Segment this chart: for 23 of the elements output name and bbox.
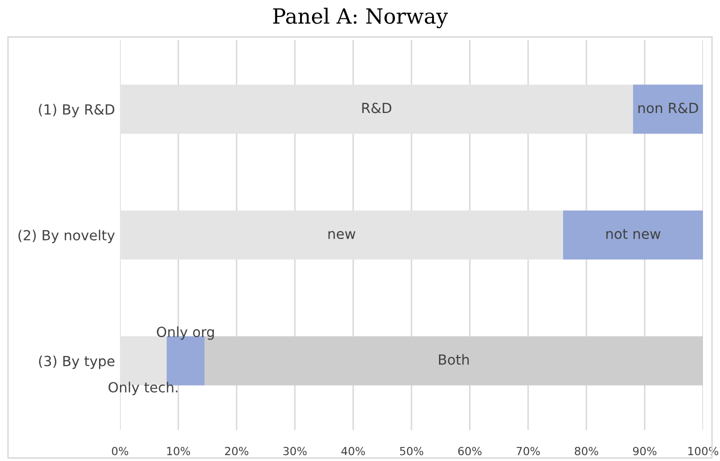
x-tick-label: 10% [167, 446, 190, 456]
data-label: not new [606, 229, 660, 240]
y-tick-label: (1) By R&D [38, 104, 114, 118]
y-tick-label: (2) By novelty [18, 230, 115, 244]
bar [563, 210, 703, 260]
x-tick-label: 40% [341, 446, 365, 456]
chart-title: Panel A: Norway [273, 8, 448, 28]
bar [633, 84, 703, 134]
data-label: Only tech. [108, 382, 178, 396]
x-tick-label: 20% [225, 446, 248, 456]
x-tick-label: 50% [400, 446, 424, 456]
x-tick-label: 60% [458, 446, 482, 456]
data-label: Only org [156, 326, 214, 340]
x-tick-label: 70% [516, 446, 540, 456]
x-tick-label: 90% [633, 446, 656, 456]
data-label: non R&D [638, 102, 698, 114]
data-label: R&D [362, 102, 392, 114]
data-label: Both [438, 354, 469, 365]
x-tick-label: 80% [574, 446, 598, 456]
x-tick-label: 30% [283, 446, 307, 456]
x-tick-label: 0% [112, 446, 128, 456]
data-label: new [328, 231, 356, 240]
y-tick-label: (3) By type [39, 356, 114, 369]
